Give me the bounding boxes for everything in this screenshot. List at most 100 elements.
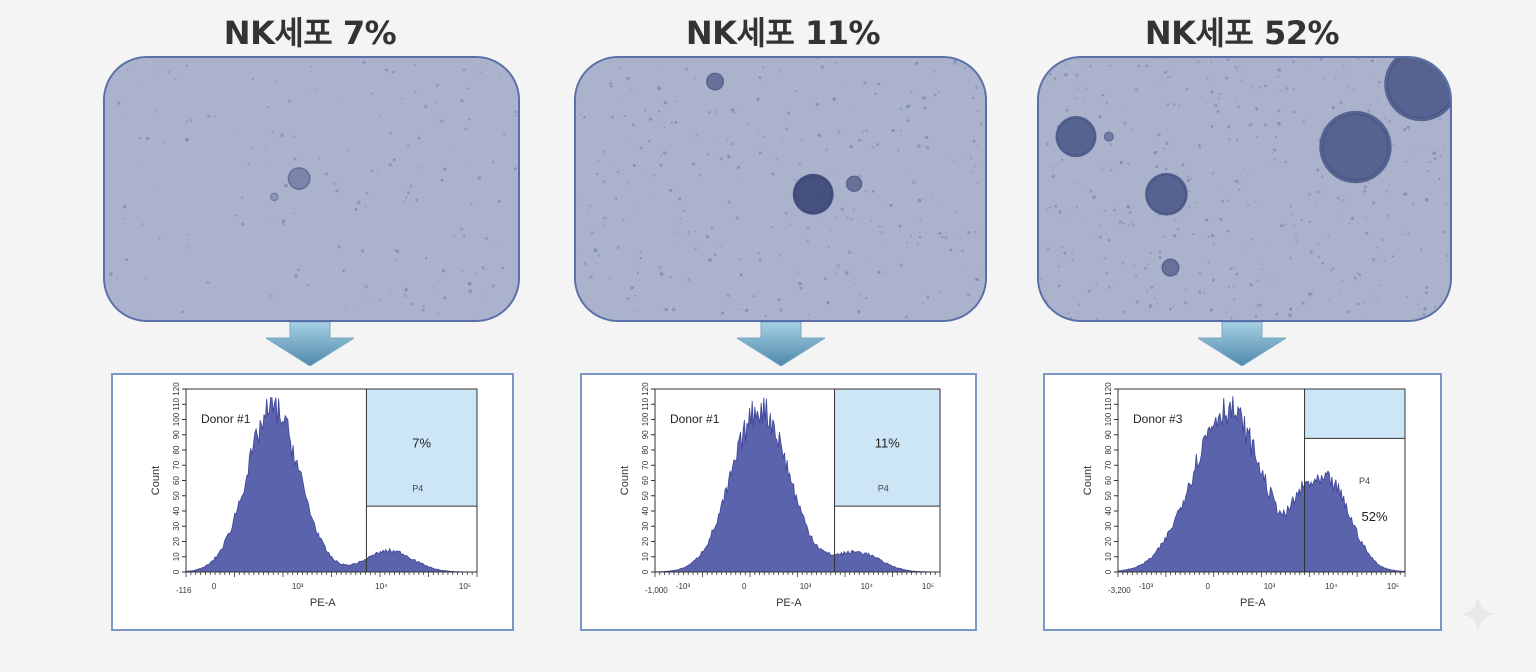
y-tick-label: 30 [1104, 521, 1113, 530]
y-tick-label: 10 [1104, 552, 1113, 561]
x-tick-label: 10³ [800, 582, 812, 591]
y-tick-label: 100 [641, 412, 650, 426]
cell-colony [706, 72, 725, 91]
histogram-series [185, 397, 477, 573]
x-axis-label: PE-A [1240, 597, 1266, 609]
x-min-label: -3,200 [1108, 586, 1131, 595]
y-tick-label: 50 [641, 491, 650, 500]
y-tick-label: 30 [641, 521, 650, 530]
cell-colony [1384, 58, 1450, 122]
down-arrow-icon [737, 322, 825, 366]
y-tick-label: 110 [1104, 397, 1113, 410]
y-tick-label: 90 [1104, 430, 1113, 439]
flow-panel-nk-52: 0 10 20 30 40 50 60 70 80 90 100 110 120 -3,200 -10³ 0 1… [1043, 373, 1442, 631]
y-tick-label: 40 [641, 506, 650, 515]
y-tick-label: 0 [1104, 569, 1113, 574]
y-tick-label: 120 [1104, 382, 1113, 396]
y-tick-label: 90 [172, 430, 181, 439]
title-nk-11: NK세포 11% [685, 14, 881, 52]
y-tick-label: 30 [172, 521, 181, 530]
title-nk-7: NK세포 7% [223, 14, 397, 52]
x-tick-label: 10⁵ [922, 582, 934, 591]
x-tick-label: 10⁵ [459, 582, 471, 591]
micrograph-nk-7 [103, 56, 520, 322]
y-tick-label: 20 [641, 537, 650, 546]
y-tick-label: 50 [1104, 491, 1113, 500]
y-tick-label: 50 [172, 491, 181, 500]
x-tick-label: -10³ [676, 582, 691, 591]
x-axis-label: PE-A [310, 597, 336, 609]
debris-specks [576, 58, 984, 319]
gate-box [834, 389, 940, 507]
y-tick-label: 70 [641, 460, 650, 469]
x-tick-label: 0 [742, 582, 747, 591]
y-axis-label: Count [619, 466, 631, 495]
micrograph-nk-52 [1037, 56, 1452, 322]
x-min-label: -1,000 [645, 586, 668, 595]
y-tick-label: 70 [1104, 460, 1113, 469]
x-tick-label: -10³ [1139, 582, 1154, 591]
y-tick-label: 40 [172, 506, 181, 515]
x-axis-label: PE-A [776, 597, 802, 609]
debris-specks [1039, 58, 1449, 320]
x-tick-label: 10⁴ [375, 582, 388, 591]
cell-colony [1161, 258, 1180, 277]
x-tick-label: 10³ [292, 582, 304, 591]
y-tick-label: 80 [172, 445, 181, 454]
sparkle-icon [1460, 596, 1496, 632]
y-tick-label: 100 [1104, 412, 1113, 426]
cell-colony [287, 166, 311, 191]
y-tick-label: 80 [641, 445, 650, 454]
cell-colony [792, 173, 834, 215]
y-tick-label: 100 [172, 412, 181, 426]
gate-percent: 7% [412, 436, 431, 451]
y-tick-label: 0 [641, 569, 650, 574]
histogram-series [1117, 396, 1406, 573]
x-tick-label: 10⁴ [861, 582, 874, 591]
donor-label: Donor #1 [201, 412, 251, 426]
y-tick-label: 110 [641, 397, 650, 410]
gate-box [1304, 389, 1405, 439]
flow-panel-nk-11: 0 10 20 30 40 50 60 70 80 90 100 110 120 -1,000 -10³ 0 1… [580, 373, 977, 631]
y-tick-label: 20 [1104, 537, 1113, 546]
x-min-label: -116 [176, 586, 192, 595]
cell-colony [1103, 131, 1114, 142]
gate-name: P4 [1359, 476, 1370, 486]
y-tick-label: 60 [172, 476, 181, 485]
y-tick-label: 10 [172, 552, 181, 561]
gate-percent: 52% [1362, 509, 1388, 524]
y-axis-label: Count [150, 466, 162, 495]
cell-colony [845, 175, 863, 192]
gate-box [366, 389, 477, 507]
gate-name: P4 [878, 483, 889, 493]
donor-label: Donor #3 [1133, 412, 1183, 426]
y-tick-label: 10 [641, 552, 650, 561]
debris-specks [105, 58, 518, 315]
y-tick-label: 120 [172, 382, 181, 396]
gate-percent: 11% [875, 436, 900, 451]
x-tick-label: 10³ [1264, 582, 1276, 591]
y-tick-label: 0 [172, 569, 181, 574]
y-tick-label: 110 [172, 397, 181, 410]
donor-label: Donor #1 [670, 412, 720, 426]
x-tick-label: 10⁴ [1325, 582, 1338, 591]
y-axis-label: Count [1082, 466, 1094, 495]
title-nk-52: NK세포 52% [1144, 14, 1340, 52]
y-tick-label: 80 [1104, 445, 1113, 454]
y-tick-label: 90 [641, 430, 650, 439]
cell-colony [1055, 116, 1097, 158]
cell-colony [1319, 110, 1392, 184]
y-tick-label: 60 [1104, 476, 1113, 485]
y-tick-label: 40 [1104, 506, 1113, 515]
y-tick-label: 60 [641, 476, 650, 485]
cell-colony [270, 192, 279, 202]
x-tick-label: 0 [1206, 582, 1211, 591]
gate-name: P4 [412, 483, 423, 493]
cell-colony [1145, 172, 1188, 216]
down-arrow-icon [266, 322, 354, 366]
y-tick-label: 70 [172, 460, 181, 469]
down-arrow-icon [1198, 322, 1286, 366]
micrograph-nk-11 [574, 56, 987, 322]
x-tick-label: 0 [212, 582, 217, 591]
x-tick-label: 10⁵ [1387, 582, 1399, 591]
